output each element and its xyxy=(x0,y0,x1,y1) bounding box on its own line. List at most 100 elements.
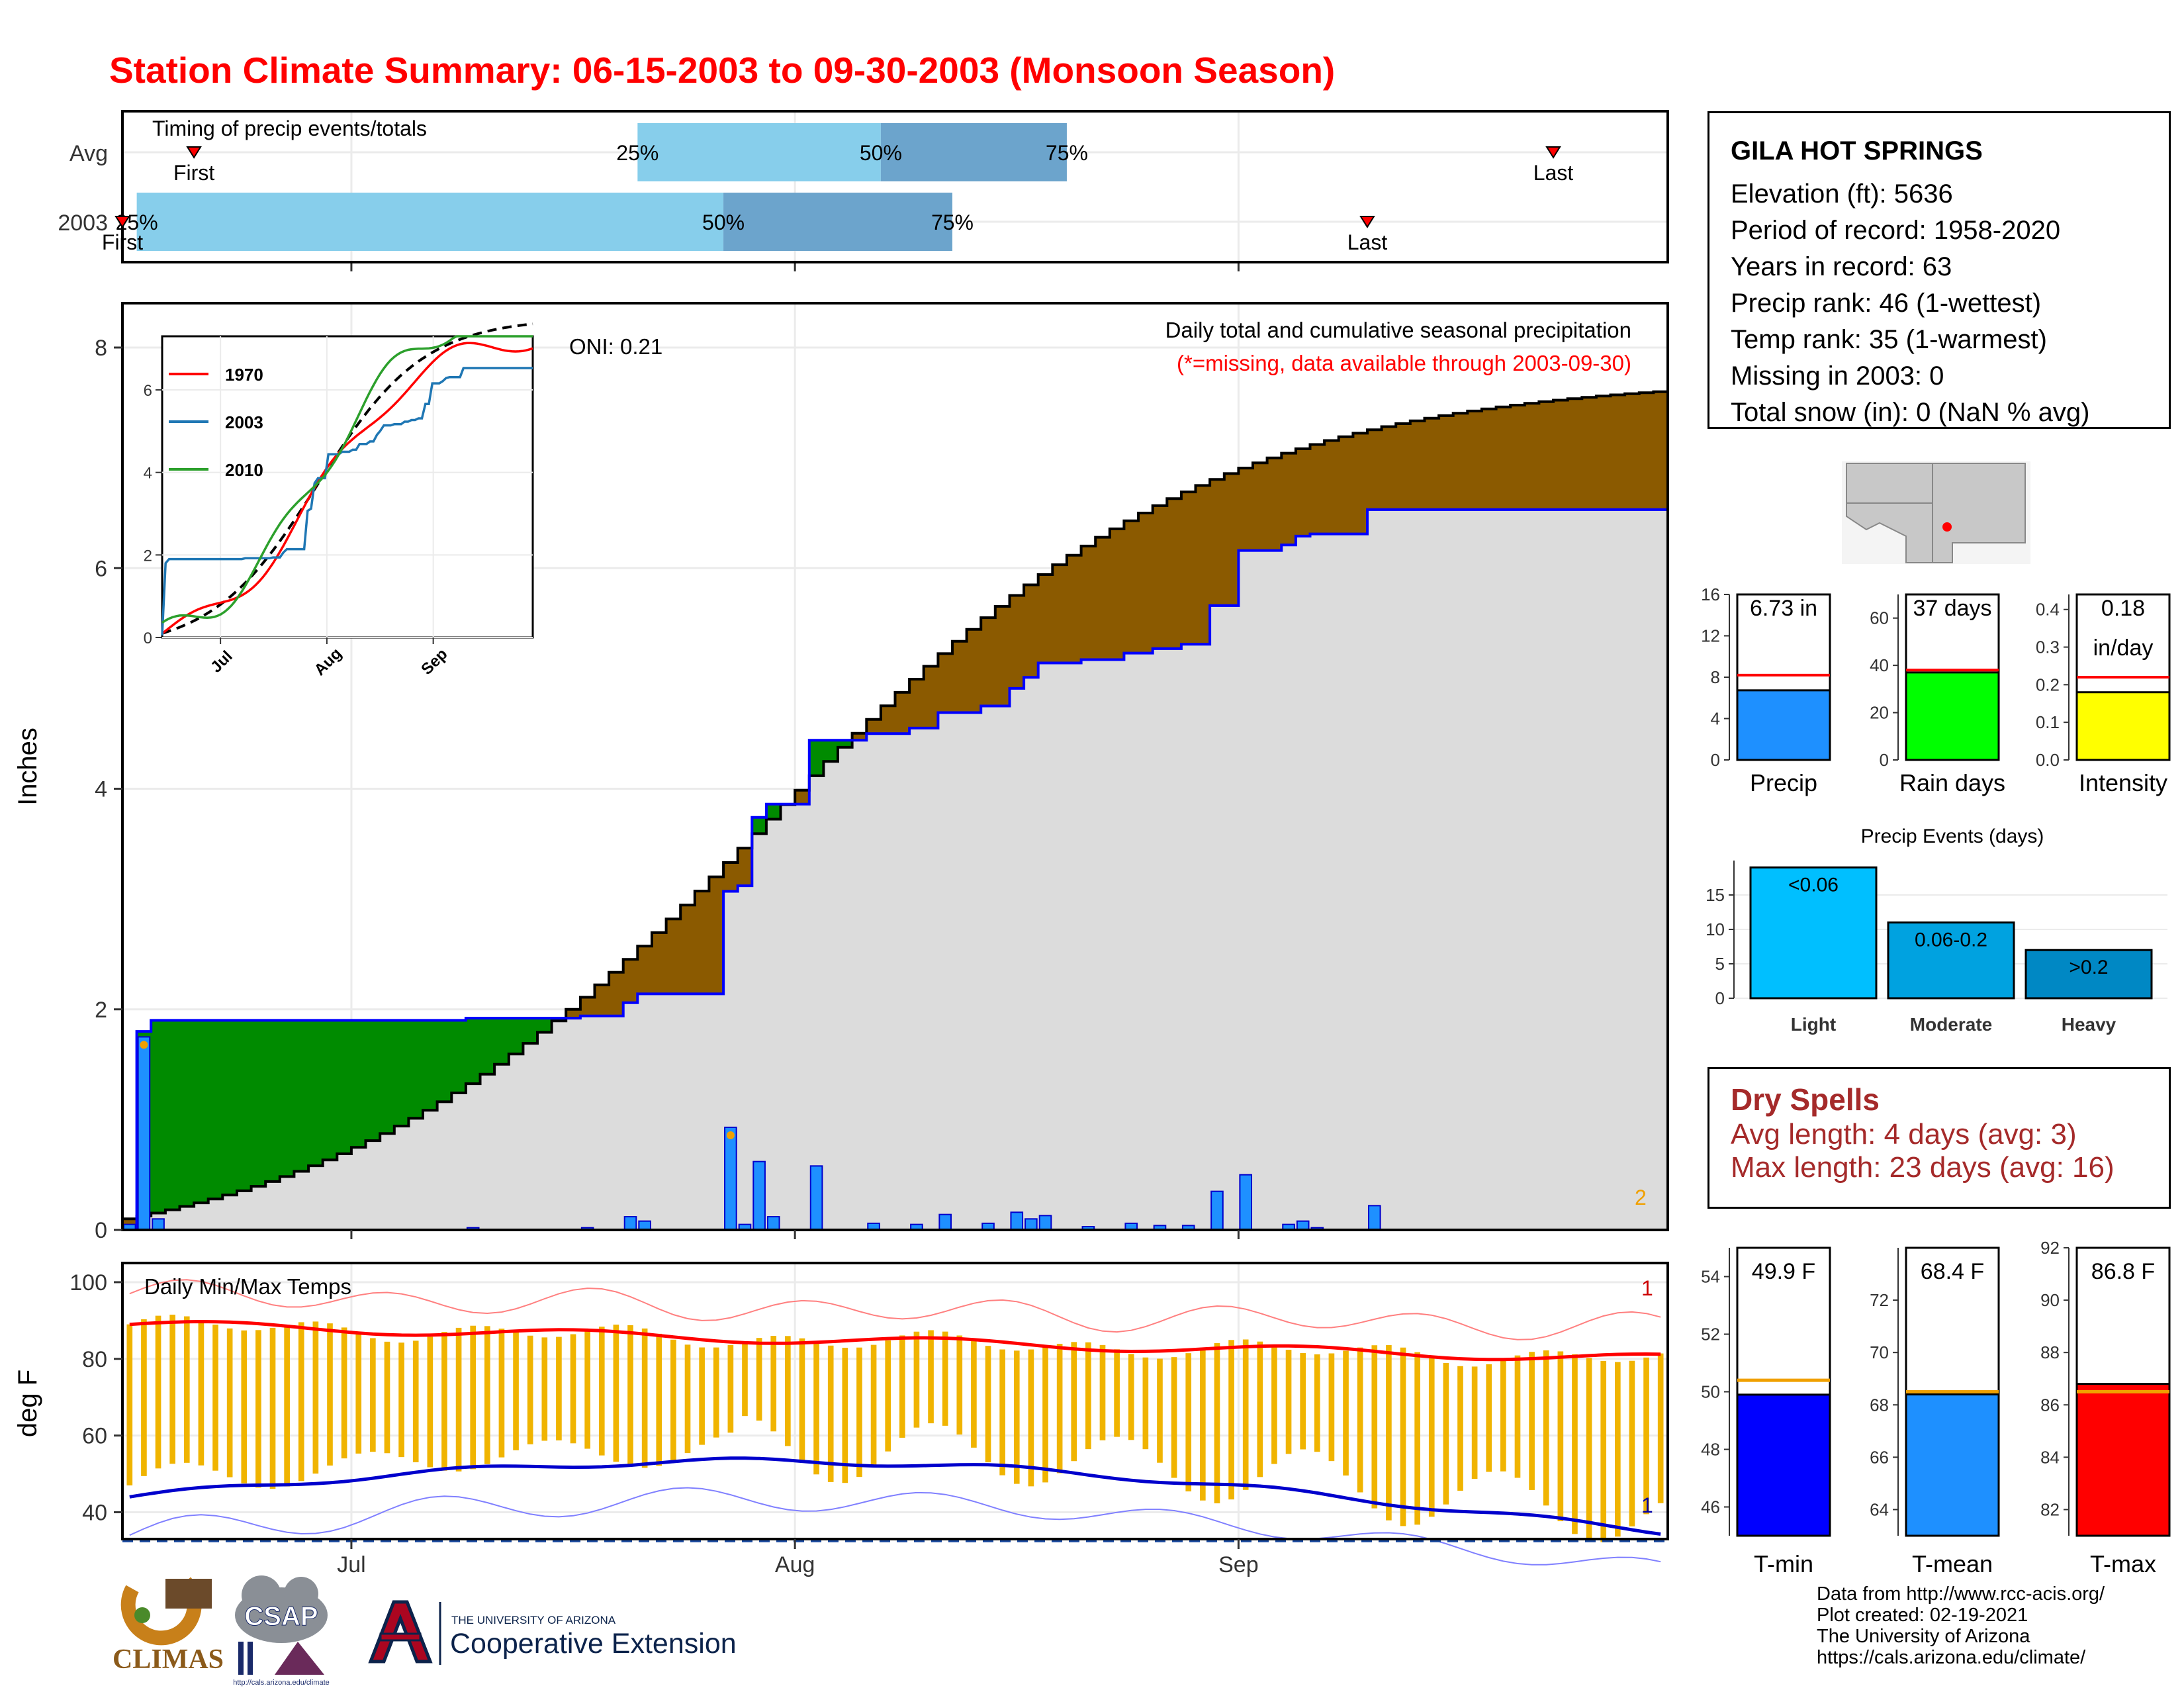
daily-precip-bar xyxy=(766,1216,780,1231)
summary-bar-precip xyxy=(1736,689,1831,761)
daily-temp-bar xyxy=(1242,1339,1249,1490)
avg-max-line xyxy=(129,1319,1661,1362)
events-bar-heavy xyxy=(2025,949,2153,1000)
last-marker xyxy=(1359,216,1375,228)
station-elevation: Elevation (ft): 5636 xyxy=(1731,179,1953,209)
daily-temp-bar xyxy=(1257,1341,1263,1477)
temp-summary-tick-label: 72 xyxy=(1870,1290,1889,1310)
daily-temp-bar xyxy=(1314,1354,1320,1452)
inset-ytick-label: 6 xyxy=(144,382,152,400)
inset-ytick-label: 2 xyxy=(144,547,152,565)
daily-temp-bar xyxy=(1471,1366,1478,1479)
inset-ytick-label: 0 xyxy=(144,630,152,647)
daily-precip-bar xyxy=(1367,1205,1381,1231)
events-tick-label: 10 xyxy=(1706,919,1725,939)
daily-temp-bar xyxy=(899,1335,905,1438)
daily-temp-bar xyxy=(670,1339,676,1461)
summary-bar-label: Intensity xyxy=(2079,769,2167,796)
station-missing: Missing in 2003: 0 xyxy=(1731,361,1944,391)
daily-temp-bar xyxy=(742,1341,748,1417)
inset-2010-line xyxy=(161,335,533,624)
daily-precip-bar xyxy=(1024,1218,1038,1231)
daily-temp-bar xyxy=(1457,1366,1463,1491)
precip-marker xyxy=(140,1041,148,1049)
temp-ytick-label: 80 xyxy=(82,1347,107,1372)
summary-bar-tick-label: 40 xyxy=(1870,655,1889,675)
precip-ytick-label: 2 xyxy=(95,998,107,1023)
timing-bar-50-75 xyxy=(880,123,1067,181)
first-label: First xyxy=(173,161,214,185)
credit-university: The University of Arizona xyxy=(1817,1626,2030,1647)
daily-temp-bar xyxy=(799,1338,805,1462)
above-avg-fill xyxy=(122,391,1668,1219)
station-precip-rank: Precip rank: 46 (1-wettest) xyxy=(1731,289,2042,318)
daily-temp-bar xyxy=(255,1330,261,1488)
daily-temp-bar xyxy=(1271,1345,1277,1464)
daily-temp-bar xyxy=(1185,1353,1192,1491)
precip-events-chart: Precip Events (days) 0 5 10 15 <0.06 Light 0.0… xyxy=(1706,825,2167,1035)
map-states xyxy=(1846,463,2026,563)
summary-bar-tick-label: 12 xyxy=(1701,626,1720,646)
record-min-line xyxy=(129,1487,1661,1566)
daily-precip-bar xyxy=(938,1213,952,1231)
daily-temp-bar xyxy=(1586,1358,1592,1542)
temp-xtick-label: Jul xyxy=(337,1552,365,1577)
daily-temp-bar xyxy=(1343,1350,1349,1476)
daily-temp-bar xyxy=(198,1320,205,1466)
temp-summary-bar-t-max xyxy=(2075,1383,2171,1537)
daily-temp-bar xyxy=(1443,1362,1449,1505)
temp-hi-count: 1 xyxy=(1641,1276,1653,1300)
station-snow: Total snow (in): 0 (NaN % avg) xyxy=(1731,398,2090,427)
daily-temp-bar xyxy=(441,1332,447,1471)
precip-missing-note: (*=missing, data available through 2003-… xyxy=(1177,351,1631,375)
temp-summary-label: T-max xyxy=(2090,1550,2156,1577)
daily-precip-bar xyxy=(1038,1215,1052,1231)
dry-spells-avg: Avg length: 4 days (avg: 3) xyxy=(1731,1118,2077,1150)
legend-2003: 2003 xyxy=(225,412,263,432)
daily-temp-bar xyxy=(971,1340,977,1448)
daily-temp-bar xyxy=(756,1338,762,1421)
daily-temp-bar xyxy=(513,1332,519,1450)
csap-url: http://cals.arizona.edu/climate xyxy=(233,1679,330,1687)
precip-ytick-label: 6 xyxy=(95,556,107,581)
temp-summary-tick-label: 86 xyxy=(2040,1395,2060,1415)
station-location-marker xyxy=(1942,522,1952,532)
inset-1970-line xyxy=(161,342,533,635)
daily-temp-bar xyxy=(699,1347,705,1445)
temp-summary-tick-label: 82 xyxy=(2040,1499,2060,1519)
events-category-label: Heavy xyxy=(2062,1014,2116,1035)
credit-url: https://cals.arizona.edu/climate/ xyxy=(1817,1647,2086,1668)
daily-temp-bar xyxy=(656,1333,662,1466)
summary-bar-label: Rain days xyxy=(1899,769,2005,796)
events-bar-label: 0.06-0.2 xyxy=(1915,929,1987,951)
record-max-line xyxy=(129,1279,1661,1340)
events-tick-label: 5 xyxy=(1715,954,1725,974)
inset-legend: 1970 2003 2010 xyxy=(169,365,263,480)
summary-bar-tick-label: 60 xyxy=(1870,608,1889,628)
daily-temp-bar xyxy=(370,1338,376,1452)
temp-ylabel: deg F xyxy=(13,1370,42,1437)
daily-temp-bar xyxy=(484,1326,490,1464)
summary-bar-value: 6.73 in xyxy=(1750,596,1817,621)
daily-temp-bar xyxy=(541,1337,548,1441)
daily-temp-bar xyxy=(455,1327,462,1472)
timing-row-2003-label: 2003 xyxy=(58,211,108,236)
daily-temp-bar xyxy=(341,1327,347,1459)
summary-bar-tick-label: 0.4 xyxy=(2036,600,2060,620)
daily-temp-bar xyxy=(570,1334,576,1444)
daily-temp-bar xyxy=(1371,1345,1378,1509)
summary-bar-tick-label: 4 xyxy=(1711,709,1720,729)
daily-temp-bar xyxy=(985,1346,991,1463)
summary-bars: 6.73 in Precip 0 4 8 12 16 37 days Rain days 0 20 4… xyxy=(1701,585,2171,796)
dry-spells-box: Dry Spells Avg length: 4 days (avg: 3) M… xyxy=(1707,1067,2171,1209)
daily-temp-bar xyxy=(584,1330,590,1449)
temp-summary-tick-label: 90 xyxy=(2040,1290,2060,1310)
daily-temp-bar xyxy=(556,1336,562,1440)
temp-ytick-label: 60 xyxy=(82,1424,107,1449)
first-marker xyxy=(114,216,130,228)
timing-p50-label: 50% xyxy=(860,141,902,165)
precip-ytick-label: 4 xyxy=(95,777,107,802)
precip-panel: 0 2 4 6 8 Daily total and cumulative seasona… xyxy=(13,302,1669,1243)
events-tick-label: 0 xyxy=(1715,988,1725,1008)
